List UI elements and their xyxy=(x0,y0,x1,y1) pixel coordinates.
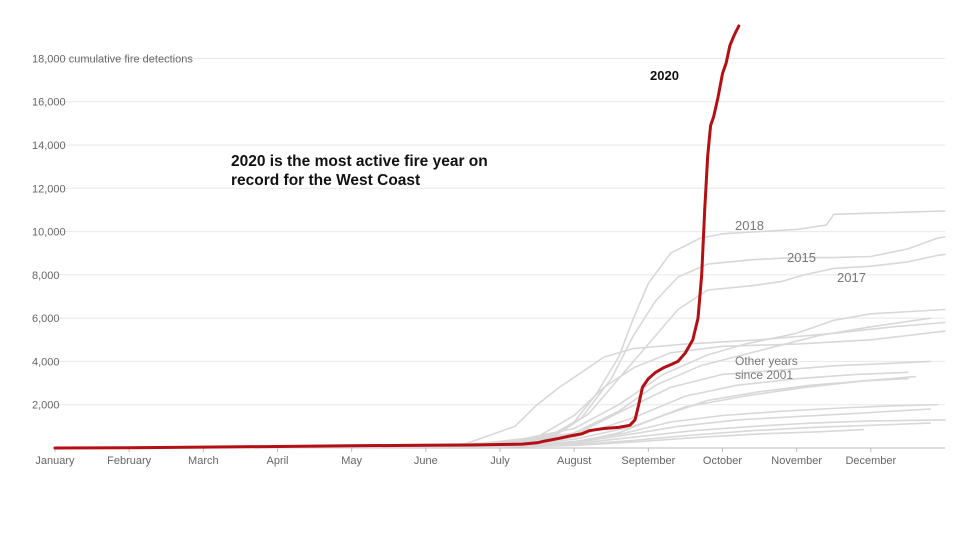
series-line-other-4 xyxy=(54,330,946,449)
x-tick-label: December xyxy=(845,455,896,467)
chart-headline-line2: record for the West Coast xyxy=(231,172,420,189)
series-line-other-16 xyxy=(54,377,909,449)
series-line-other-9 xyxy=(54,371,909,449)
label-2020: 2020 xyxy=(650,68,679,83)
x-tick-label: September xyxy=(621,455,675,467)
label-other-years-line1: Other years xyxy=(735,354,798,368)
series-line-2017 xyxy=(54,253,946,449)
series-line-2020 xyxy=(53,24,741,450)
x-tick-label: October xyxy=(703,455,742,467)
chart-headline-line1: 2020 is the most active fire year on xyxy=(231,153,488,170)
x-tick-label: July xyxy=(490,455,510,467)
x-tick-label: April xyxy=(266,455,288,467)
other-years-lines xyxy=(54,210,946,449)
highlight-year-line xyxy=(53,24,741,450)
y-tick-label: 2,000 xyxy=(32,400,60,412)
y-tick-label: 12,000 xyxy=(32,183,66,195)
x-tick-label: January xyxy=(35,455,75,467)
y-tick-label: 16,000 xyxy=(32,97,66,109)
y-axis-ticks: 2,000 4,000 6,000 8,000 10,000 12,000 14,000 16… xyxy=(32,53,193,411)
series-line-other-6 xyxy=(54,308,946,449)
x-axis-ticks: January February March April May June July Augu… xyxy=(35,448,897,467)
annotations: 2018 2015 2017 Other years since 2001 20… xyxy=(231,68,866,382)
label-2015: 2015 xyxy=(787,250,816,265)
y-tick-label: 6,000 xyxy=(32,313,60,325)
y-tick-label: 10,000 xyxy=(32,227,66,239)
y-tick-label: 8,000 xyxy=(32,270,60,282)
x-tick-label: November xyxy=(771,455,822,467)
x-tick-label: March xyxy=(188,455,219,467)
x-tick-label: June xyxy=(414,455,438,467)
label-2018: 2018 xyxy=(735,218,764,233)
series-line-other-7 xyxy=(54,317,931,449)
gridlines xyxy=(55,57,945,406)
x-tick-label: February xyxy=(107,455,152,467)
label-other-years-line2: since 2001 xyxy=(735,368,793,382)
y-tick-label: 4,000 xyxy=(32,356,60,368)
x-tick-label: August xyxy=(557,455,591,467)
label-2017: 2017 xyxy=(837,270,866,285)
y-tick-label: 14,000 xyxy=(32,140,66,152)
series-line-2018 xyxy=(54,210,946,449)
x-tick-label: May xyxy=(341,455,362,467)
y-tick-label: 18,000 cumulative fire detections xyxy=(32,53,193,65)
series-line-other-8 xyxy=(54,360,931,449)
